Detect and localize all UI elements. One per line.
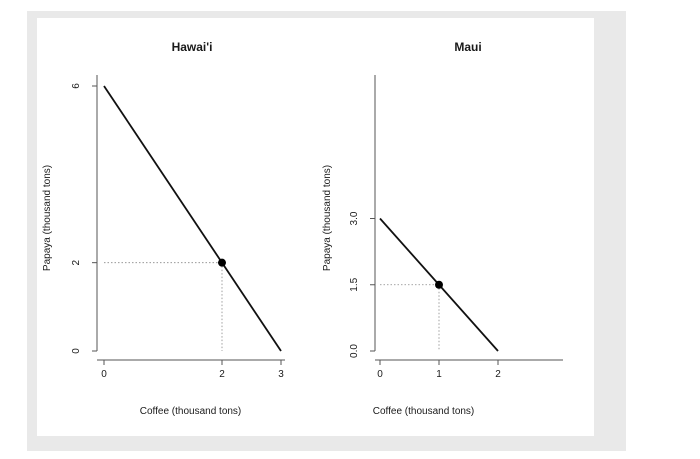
chart-title: Hawai'i — [172, 40, 213, 54]
y-tick-label: 0 — [71, 348, 82, 354]
x-axis-label: Coffee (thousand tons) — [140, 406, 242, 417]
y-axis-label: Papaya (thousand tons) — [42, 165, 53, 271]
x-axis-label: Coffee (thousand tons) — [373, 406, 475, 417]
figure-panel — [37, 18, 594, 436]
x-tick-label: 0 — [101, 369, 107, 380]
y-tick-label: 3.0 — [349, 211, 360, 225]
chart-2: Maui 0.0 1.5 3.0 0 1 2 Coffee (thousand tons) Pa… — [322, 40, 563, 417]
x-tick-label: 2 — [495, 369, 501, 380]
data-point — [218, 258, 226, 267]
y-tick-label: 0.0 — [349, 344, 360, 358]
y-tick-label: 6 — [71, 83, 82, 89]
y-axis-label: Papaya (thousand tons) — [322, 165, 333, 271]
x-tick-label: 2 — [219, 369, 225, 380]
x-tick-label: 1 — [436, 369, 442, 380]
series-line — [103, 85, 282, 352]
figure-frame — [27, 11, 626, 451]
y-tick-label: 1.5 — [349, 277, 360, 291]
x-tick-label: 3 — [278, 369, 284, 380]
chart-title: Maui — [454, 40, 481, 54]
data-point — [435, 280, 443, 289]
y-tick-label: 2 — [71, 259, 82, 265]
chart-1: Hawai'i 0 2 6 0 2 3 Coffee (thousand tons) Papay… — [42, 40, 285, 417]
x-tick-label: 0 — [377, 369, 383, 380]
